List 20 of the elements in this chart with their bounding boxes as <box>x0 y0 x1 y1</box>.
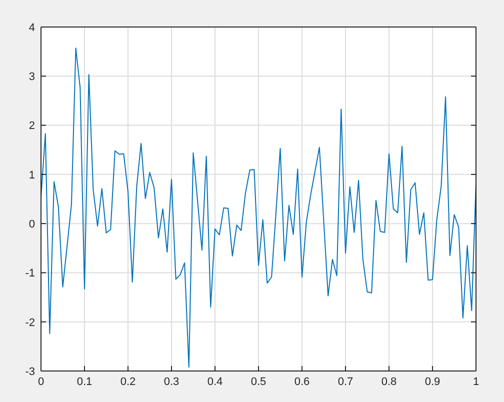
x-tick-label: 0 <box>38 376 44 388</box>
x-tick-label: 0.4 <box>207 376 223 388</box>
x-tick-label: 0.1 <box>76 376 92 388</box>
y-tick-label: 3 <box>28 71 35 84</box>
y-tick-label: -2 <box>25 316 35 329</box>
y-tick-label: 4 <box>28 22 35 34</box>
y-tick-label: 0 <box>28 218 35 230</box>
x-tick-label: 0.5 <box>250 376 266 388</box>
y-tick-label: 1 <box>28 169 35 182</box>
y-tick-label: -1 <box>25 268 35 280</box>
line-series <box>41 48 476 368</box>
x-tick-label: 0.2 <box>120 376 136 388</box>
x-tick-label: 0.6 <box>294 376 310 388</box>
y-tick-label: 2 <box>28 120 35 132</box>
x-tick-label: 0.3 <box>164 376 180 388</box>
x-tick-label: 0.7 <box>338 376 354 388</box>
x-tick-label: 1 <box>472 376 480 388</box>
x-tick-label: 0.8 <box>381 376 397 388</box>
x-tick-label: 0.9 <box>424 376 440 388</box>
y-tick-label: -3 <box>25 366 35 378</box>
